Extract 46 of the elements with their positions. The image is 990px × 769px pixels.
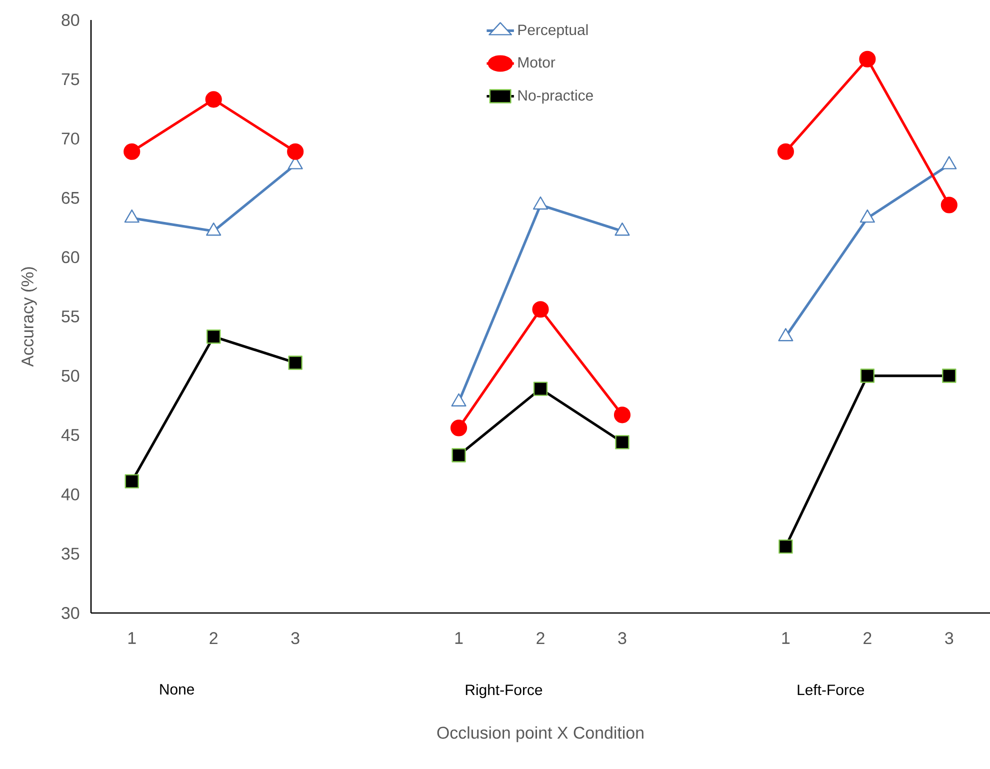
point — [124, 474, 139, 488]
point — [615, 435, 630, 450]
point — [206, 330, 221, 344]
point — [860, 368, 875, 383]
point — [942, 368, 956, 383]
y-tick-label: 35 — [62, 548, 80, 560]
point — [124, 143, 140, 160]
point — [533, 382, 548, 396]
point — [205, 91, 222, 108]
y-tick-label: 80 — [62, 14, 80, 26]
point — [614, 406, 631, 424]
point — [778, 539, 793, 554]
point — [532, 301, 549, 318]
legend-label: No-practice — [518, 90, 593, 104]
legend-label: Perceptual — [518, 24, 588, 38]
y-tick-label: 50 — [62, 370, 80, 382]
x-tick-label: 2 — [210, 632, 218, 644]
x-tick-label: 3 — [618, 632, 626, 644]
point — [859, 50, 876, 68]
point — [287, 143, 304, 160]
x-tick-label: 3 — [945, 632, 954, 644]
y-tick-label: 75 — [62, 73, 80, 86]
x-tick-label: 3 — [291, 632, 300, 644]
y-tick-label: 40 — [61, 488, 80, 500]
text: None — [160, 684, 194, 695]
x-tick-label: 1 — [455, 632, 463, 644]
y-tick-label: 60 — [62, 251, 80, 264]
text: Right-Force — [466, 684, 542, 698]
text: Left-Force — [798, 684, 864, 696]
x-tick-label: 1 — [128, 632, 136, 644]
legend-label: Motor — [518, 57, 556, 68]
y-tick-label: 30 — [62, 606, 80, 619]
y-axis-title: Accuracy (%) — [21, 267, 37, 367]
point — [940, 196, 958, 214]
x-axis-title: Occlusion point X Condition — [437, 726, 644, 742]
y-tick-label: 70 — [62, 132, 80, 145]
x-tick-label: 2 — [536, 632, 544, 644]
y-tick-label: 55 — [62, 310, 80, 322]
point — [288, 356, 302, 370]
x-tick-label: 1 — [782, 632, 790, 644]
point — [450, 420, 468, 436]
y-tick-label: 45 — [61, 429, 80, 441]
y-tick-label: 65 — [62, 192, 80, 204]
x-tick-label: 2 — [864, 632, 872, 644]
point — [452, 448, 466, 462]
point — [777, 143, 794, 160]
